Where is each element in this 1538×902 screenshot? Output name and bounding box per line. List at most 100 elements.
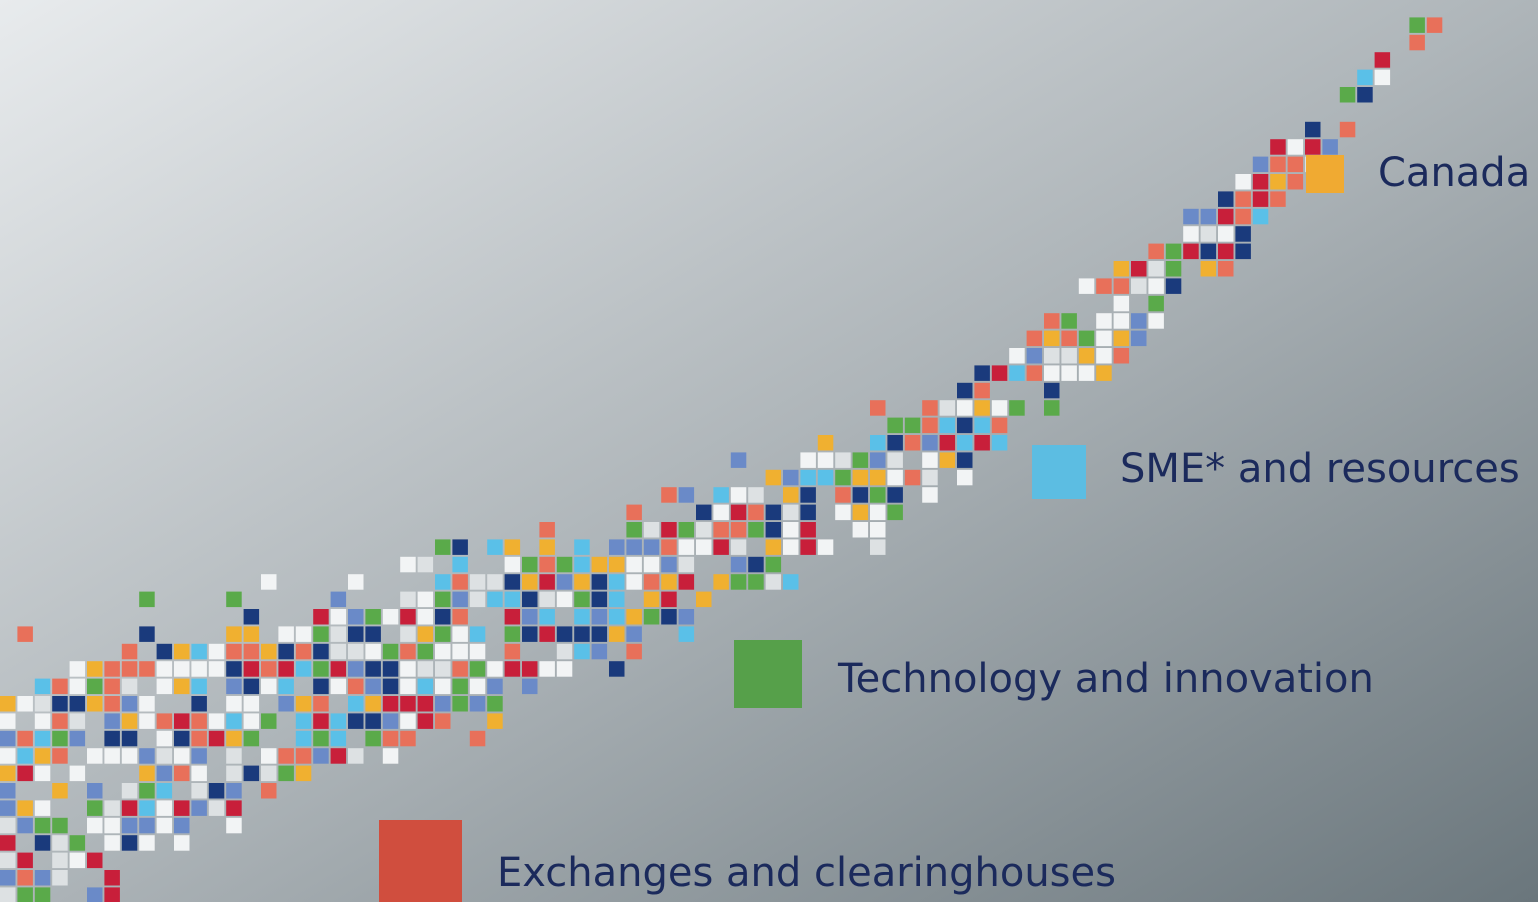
tile [435, 661, 451, 677]
tile [1096, 331, 1112, 347]
tile [1148, 296, 1164, 312]
tile [470, 661, 486, 677]
tile [974, 400, 990, 416]
tile [139, 818, 155, 834]
tile [1114, 296, 1130, 312]
tile [313, 661, 329, 677]
tile [557, 661, 573, 677]
tile [0, 818, 16, 834]
tile [974, 383, 990, 399]
tile [191, 800, 207, 816]
tile [70, 679, 86, 695]
tile [226, 818, 242, 834]
tile [418, 679, 434, 695]
tile [174, 731, 190, 747]
tile [957, 452, 973, 468]
tile [853, 505, 869, 520]
tile [400, 609, 416, 625]
tile [574, 557, 590, 573]
tile [679, 487, 695, 503]
tile [940, 418, 956, 434]
tile [1044, 313, 1060, 329]
tile [609, 574, 625, 590]
tile [818, 470, 834, 486]
tile [592, 557, 608, 573]
tile [522, 679, 538, 695]
tile [1114, 313, 1130, 329]
tile [487, 713, 503, 729]
tile [887, 470, 903, 486]
tile [1009, 348, 1024, 364]
tile [1096, 278, 1112, 294]
tile [104, 661, 120, 677]
tile [139, 592, 155, 608]
tile [644, 539, 660, 555]
tile [1079, 348, 1095, 364]
tile [348, 679, 364, 695]
tile [383, 713, 399, 729]
tile [1096, 365, 1112, 381]
tile [783, 574, 799, 590]
tile [470, 592, 486, 608]
tile [0, 696, 16, 712]
tile [0, 731, 16, 747]
tile [122, 731, 138, 747]
tile [226, 748, 242, 764]
tile [296, 748, 312, 764]
slide: CanadaSME* and resourcesTechnology and i… [0, 0, 1538, 902]
tile [226, 696, 242, 712]
tile [452, 679, 468, 695]
tile [766, 470, 782, 486]
tile [244, 626, 260, 642]
tile [87, 800, 103, 816]
tile [1079, 365, 1095, 381]
tile [209, 800, 225, 816]
tile [35, 731, 51, 747]
tile [174, 748, 190, 764]
tile [1218, 261, 1234, 277]
tile [261, 644, 277, 660]
tile [957, 418, 973, 434]
tile [522, 557, 538, 573]
tile [1270, 191, 1286, 207]
tile [122, 800, 138, 816]
tile [0, 835, 16, 851]
tile [348, 626, 364, 642]
tile [783, 539, 799, 555]
tile [1253, 174, 1269, 190]
tile [191, 783, 207, 799]
tile [505, 626, 520, 642]
tile [313, 626, 329, 642]
tile [487, 661, 503, 677]
tile [35, 870, 51, 886]
tile [191, 679, 207, 695]
tile [626, 574, 642, 590]
tile [609, 609, 625, 625]
tile [452, 696, 468, 712]
tile [35, 713, 51, 729]
tile [365, 731, 381, 747]
tile [1201, 244, 1217, 260]
tile [157, 731, 173, 747]
tile [470, 696, 486, 712]
page: CanadaSME* and resourcesTechnology and i… [0, 0, 1538, 902]
tile [278, 766, 294, 782]
tile [505, 557, 520, 573]
tile [470, 644, 486, 660]
tile [296, 696, 312, 712]
tile [52, 853, 67, 869]
tile [87, 748, 103, 764]
tile [870, 452, 886, 468]
tile [418, 557, 434, 573]
tile [1270, 174, 1286, 190]
tile [70, 696, 86, 712]
tile [557, 574, 573, 590]
tile [609, 592, 625, 608]
tile [104, 870, 120, 886]
tile [70, 731, 86, 747]
tile [331, 661, 347, 677]
tile [713, 487, 729, 503]
tile [87, 696, 103, 712]
tile [52, 731, 67, 747]
tile [1027, 331, 1043, 347]
